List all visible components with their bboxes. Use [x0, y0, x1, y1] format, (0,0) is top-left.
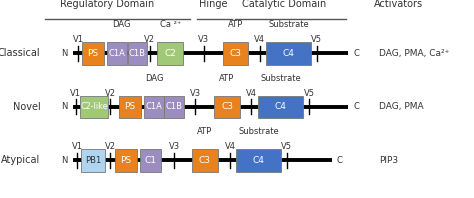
Text: V1: V1	[70, 89, 82, 98]
Text: V3: V3	[198, 35, 210, 44]
Text: N: N	[62, 102, 68, 111]
FancyBboxPatch shape	[80, 95, 108, 118]
Text: N: N	[62, 156, 68, 165]
Text: C4: C4	[253, 156, 264, 165]
Text: Catalytic Domain: Catalytic Domain	[242, 0, 327, 9]
Text: C2: C2	[164, 49, 176, 58]
Text: V3: V3	[190, 89, 201, 98]
FancyBboxPatch shape	[223, 42, 248, 65]
FancyBboxPatch shape	[82, 42, 104, 65]
Text: PS: PS	[120, 156, 132, 165]
FancyBboxPatch shape	[118, 95, 141, 118]
Text: C: C	[337, 156, 342, 165]
Text: ATP: ATP	[197, 127, 212, 136]
Text: Atypical: Atypical	[1, 155, 40, 165]
FancyBboxPatch shape	[192, 149, 218, 172]
Text: PIP3: PIP3	[379, 156, 398, 165]
Text: C1B: C1B	[166, 102, 183, 111]
Text: PB1: PB1	[85, 156, 101, 165]
Text: C: C	[353, 102, 359, 111]
Text: ATP: ATP	[219, 74, 235, 83]
FancyBboxPatch shape	[115, 149, 137, 172]
Text: C3: C3	[199, 156, 211, 165]
Text: C3: C3	[229, 49, 242, 58]
Text: Substrate: Substrate	[269, 20, 310, 29]
Text: ATP: ATP	[228, 20, 243, 29]
Text: V1: V1	[73, 35, 84, 44]
Text: V5: V5	[303, 89, 315, 98]
FancyBboxPatch shape	[144, 95, 164, 118]
Text: C1A: C1A	[145, 102, 162, 111]
Text: C1: C1	[144, 156, 156, 165]
FancyBboxPatch shape	[140, 149, 161, 172]
Text: Novel: Novel	[12, 102, 40, 112]
FancyBboxPatch shape	[266, 42, 311, 65]
Text: C2-like: C2-like	[80, 102, 108, 111]
Text: C1A: C1A	[108, 49, 125, 58]
Text: Ca ²⁺: Ca ²⁺	[160, 20, 182, 29]
Text: Regulatory Domain: Regulatory Domain	[60, 0, 154, 9]
Text: V1: V1	[72, 142, 83, 151]
FancyBboxPatch shape	[258, 95, 303, 118]
Text: V2: V2	[104, 142, 116, 151]
Text: Substrate: Substrate	[261, 74, 301, 83]
Text: V5: V5	[281, 142, 292, 151]
Text: Classical: Classical	[0, 49, 40, 58]
Text: Substrate: Substrate	[238, 127, 279, 136]
Text: V2: V2	[144, 35, 155, 44]
Text: Activators: Activators	[374, 0, 423, 9]
FancyBboxPatch shape	[236, 149, 281, 172]
Text: V3: V3	[169, 142, 180, 151]
FancyBboxPatch shape	[164, 95, 184, 118]
Text: N: N	[62, 49, 68, 58]
FancyBboxPatch shape	[107, 42, 127, 65]
Text: Hinge: Hinge	[199, 0, 228, 9]
Text: C4: C4	[275, 102, 287, 111]
Text: DAG, PMA, Ca²⁺: DAG, PMA, Ca²⁺	[379, 49, 449, 58]
Text: DAG: DAG	[112, 20, 131, 29]
Text: DAG, PMA: DAG, PMA	[379, 102, 424, 111]
FancyBboxPatch shape	[214, 95, 240, 118]
FancyBboxPatch shape	[157, 42, 183, 65]
Text: V5: V5	[311, 35, 322, 44]
FancyBboxPatch shape	[81, 149, 105, 172]
Text: V4: V4	[246, 89, 257, 98]
Text: C3: C3	[221, 102, 233, 111]
Text: PS: PS	[124, 102, 136, 111]
FancyBboxPatch shape	[128, 42, 147, 65]
Text: DAG: DAG	[145, 74, 164, 83]
Text: V4: V4	[254, 35, 265, 44]
Text: C4: C4	[283, 49, 295, 58]
Text: PS: PS	[87, 49, 99, 58]
Text: V4: V4	[225, 142, 236, 151]
Text: C1B: C1B	[129, 49, 146, 58]
Text: C: C	[353, 49, 359, 58]
Text: V2: V2	[104, 89, 116, 98]
